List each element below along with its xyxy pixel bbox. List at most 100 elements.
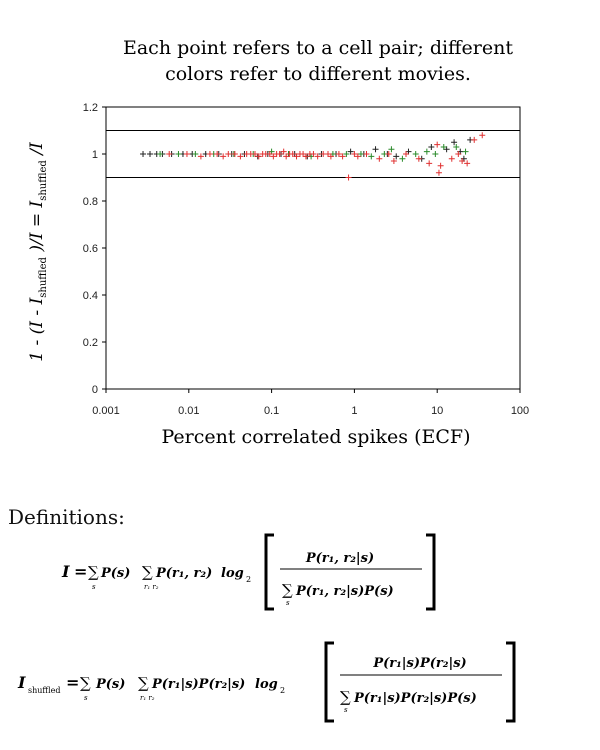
- svg-text:2: 2: [280, 686, 285, 695]
- svg-text:s: s: [344, 706, 348, 714]
- data-point: [220, 153, 227, 160]
- data-point: [426, 160, 433, 167]
- right-bracket: [506, 641, 516, 723]
- chart-title-line-2: colors refer to different movies.: [165, 63, 471, 85]
- chart-title-line-1: Each point refers to a cell pair; differ…: [123, 37, 513, 59]
- svg-text:P(r₁, r₂|s)P(s): P(r₁, r₂|s)P(s): [295, 584, 394, 599]
- right-bracket: [426, 533, 436, 611]
- y-tick-label: 0.8: [83, 196, 98, 208]
- data-point: [166, 151, 173, 157]
- svg-text:P(r₁, r₂): P(r₁, r₂): [155, 566, 212, 581]
- data-point: [345, 174, 352, 181]
- svg-text:P(r₁, r₂|s): P(r₁, r₂|s): [305, 551, 374, 566]
- data-point: [310, 151, 317, 157]
- data-point: [140, 151, 147, 157]
- svg-text:∑: ∑: [88, 563, 99, 581]
- svg-text:log: log: [255, 677, 278, 692]
- x-tick-label: 0.001: [92, 405, 120, 417]
- data-point: [437, 162, 444, 169]
- data-point: [157, 151, 164, 157]
- formula-block: I = ∑ s P(s) ∑ r₁ r₂ P(r₁, r₂) log 2 P(r…: [17, 533, 516, 723]
- y-tick-label: 1: [92, 149, 98, 161]
- x-axis: 0.001 0.01 0.1 1 10 100: [92, 389, 529, 417]
- data-point: [453, 143, 460, 150]
- svg-text:∑: ∑: [340, 688, 351, 706]
- data-point: [462, 148, 469, 155]
- data-point: [432, 151, 439, 157]
- y-tick-label: 0.6: [83, 243, 98, 255]
- y-tick-label: 0: [92, 384, 98, 396]
- y-tick-label: 0.2: [83, 337, 98, 349]
- left-bracket: [264, 533, 274, 611]
- data-point: [293, 153, 300, 160]
- data-point: [440, 143, 447, 150]
- data-point: [368, 153, 375, 160]
- data-point: [423, 148, 430, 155]
- data-point: [255, 153, 262, 160]
- data-point: [451, 139, 458, 146]
- svg-text:P(s): P(s): [100, 566, 130, 581]
- svg-text:s: s: [92, 583, 96, 591]
- data-point: [251, 151, 258, 157]
- data-point: [471, 136, 478, 143]
- data-point: [393, 153, 400, 160]
- data-point: [455, 151, 462, 157]
- data-point: [183, 151, 190, 157]
- x-tick-label: 1: [351, 405, 357, 417]
- data-point: [276, 151, 283, 157]
- svg-text:P(r₁|s)P(r₂|s): P(r₁|s)P(r₂|s): [372, 656, 466, 671]
- equation-mutual-information: I = ∑ s P(s) ∑ r₁ r₂ P(r₁, r₂) log 2 P(r…: [61, 533, 436, 611]
- svg-text:r₁ r₂: r₁ r₂: [140, 694, 155, 702]
- scatter-chart: Each point refers to a cell pair; differ…: [27, 37, 529, 448]
- data-point: [464, 160, 471, 167]
- svg-text:r₁ r₂: r₁ r₂: [144, 583, 159, 591]
- svg-text:I: I: [61, 562, 70, 581]
- data-point: [388, 146, 395, 153]
- reference-lines: [106, 130, 520, 178]
- svg-text:shuffled: shuffled: [28, 686, 61, 695]
- data-point: [289, 151, 296, 157]
- data-point: [231, 151, 238, 157]
- left-bracket: [324, 641, 334, 723]
- data-point: [206, 151, 213, 157]
- data-point: [403, 151, 410, 157]
- y-tick-label: 0.4: [83, 290, 98, 302]
- svg-text:log: log: [221, 566, 244, 581]
- data-point: [459, 158, 466, 165]
- data-point: [214, 151, 221, 157]
- data-point: [175, 151, 182, 157]
- data-point: [390, 158, 397, 165]
- data-point: [357, 151, 364, 157]
- svg-text:∑: ∑: [138, 674, 149, 692]
- data-points: [140, 132, 486, 181]
- data-point: [302, 153, 309, 160]
- svg-text:s: s: [286, 599, 290, 607]
- data-point: [347, 148, 354, 155]
- data-point: [335, 151, 342, 157]
- data-point: [197, 153, 204, 160]
- y-axis-label: 1 - (I - Ishuffled )/I = Ishuffled /I: [27, 142, 49, 362]
- data-point: [448, 155, 455, 162]
- data-point: [343, 151, 350, 157]
- data-point: [314, 153, 321, 160]
- data-point: [280, 148, 287, 155]
- data-point: [327, 153, 334, 160]
- svg-text:P(s): P(s): [95, 677, 125, 692]
- definitions-heading: Definitions:: [8, 505, 125, 529]
- data-point: [385, 151, 392, 157]
- data-point: [270, 153, 277, 160]
- data-point: [412, 151, 419, 157]
- equation-shuffled-information: I shuffled = ∑ s P(s) ∑ r₁ r₂ P(r₁|s)P(r…: [17, 641, 516, 723]
- data-point: [376, 155, 383, 162]
- data-point: [225, 151, 232, 157]
- svg-text:∑: ∑: [80, 674, 91, 692]
- x-axis-label: Percent correlated spikes (ECF): [162, 426, 471, 448]
- data-point: [363, 151, 370, 157]
- svg-text:2: 2: [246, 575, 251, 584]
- data-point: [435, 169, 442, 176]
- data-point: [266, 151, 273, 157]
- data-point: [147, 151, 154, 157]
- x-tick-label: 100: [511, 405, 529, 417]
- data-point: [428, 143, 435, 150]
- x-tick-label: 0.1: [264, 405, 279, 417]
